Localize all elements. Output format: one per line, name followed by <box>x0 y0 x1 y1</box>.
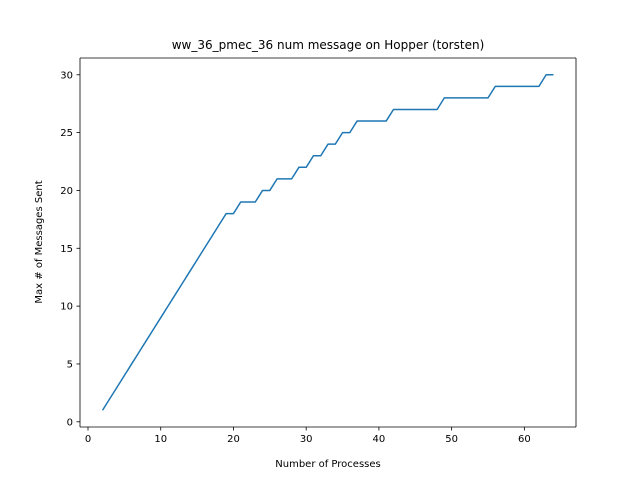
x-tick-label: 50 <box>445 434 458 445</box>
y-tick-label: 30 <box>60 70 73 81</box>
y-tick-label: 0 <box>67 417 73 428</box>
x-tick-label: 20 <box>227 434 240 445</box>
y-tick-label: 15 <box>60 244 73 255</box>
y-axis-label: Max # of Messages Sent <box>34 180 45 303</box>
y-tick-label: 5 <box>67 359 73 370</box>
x-tick-label: 60 <box>518 434 531 445</box>
x-tick-label: 10 <box>154 434 167 445</box>
y-tick-label: 25 <box>60 128 73 139</box>
y-tick-label: 10 <box>60 302 73 313</box>
y-tick-label: 20 <box>60 186 73 197</box>
x-tick-label: 40 <box>373 434 386 445</box>
x-tick-label: 30 <box>300 434 313 445</box>
chart-title: ww_36_pmec_36 num message on Hopper (tor… <box>172 38 485 52</box>
plot-area: 0 10 20 30 40 50 60 0 5 10 15 20 25 30 <box>60 57 577 445</box>
x-axis-label: Number of Processes <box>275 459 380 470</box>
x-tick-label: 0 <box>85 434 91 445</box>
series-line-0 <box>101 74 554 411</box>
